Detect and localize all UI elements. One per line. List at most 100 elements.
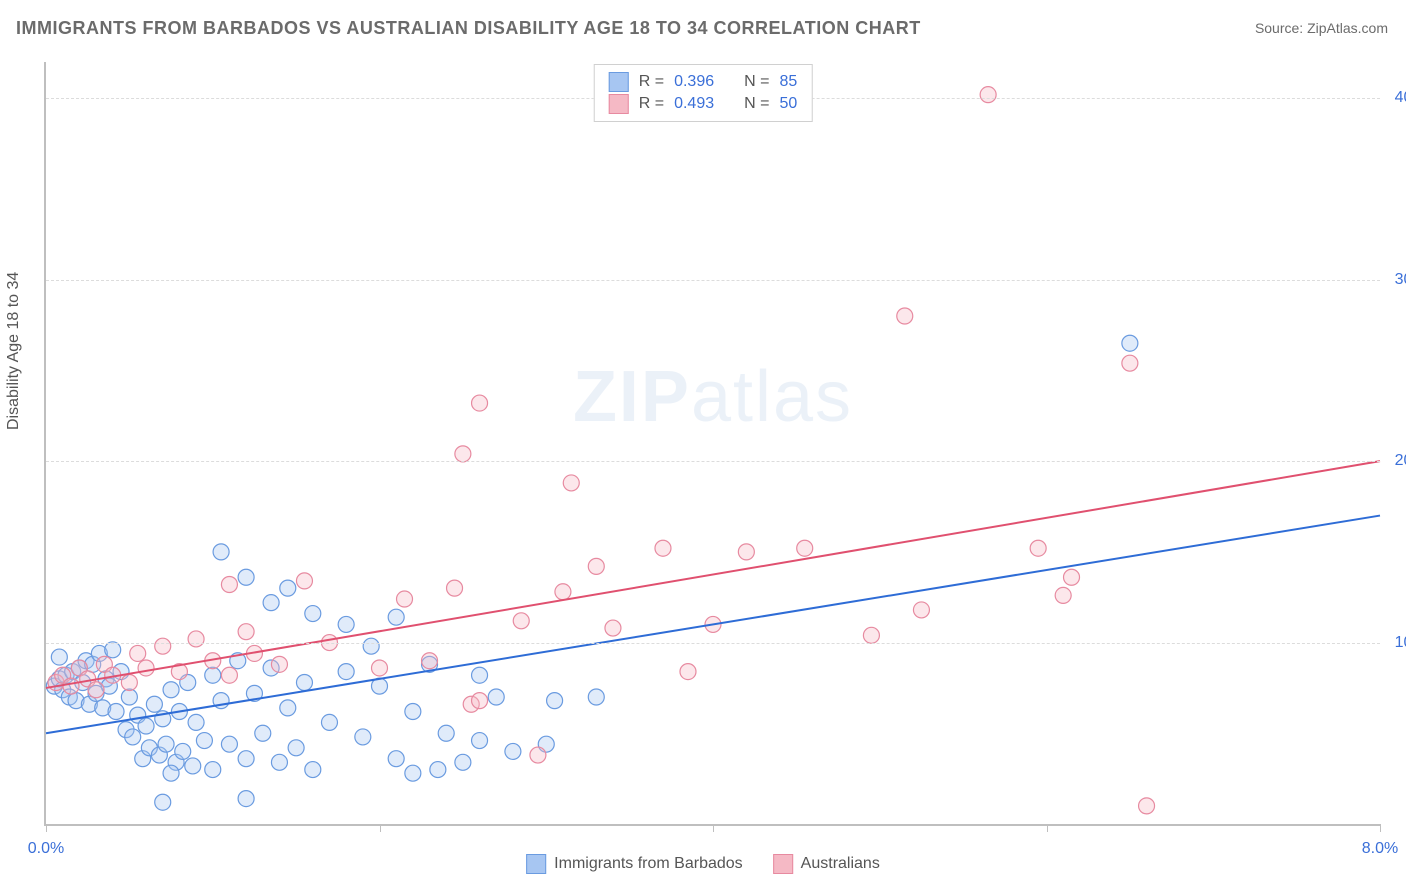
data-point (1055, 587, 1071, 603)
data-point (221, 577, 237, 593)
x-tick (713, 824, 714, 832)
data-point (547, 693, 563, 709)
x-tick-label: 8.0% (1362, 840, 1398, 858)
x-tick (1380, 824, 1381, 832)
data-point (271, 754, 287, 770)
data-point (221, 736, 237, 752)
data-point (913, 602, 929, 618)
data-point (305, 606, 321, 622)
data-point (680, 664, 696, 680)
chart-svg (46, 62, 1380, 824)
data-point (138, 718, 154, 734)
data-point (488, 689, 504, 705)
data-point (158, 736, 174, 752)
series-legend: Immigrants from Barbados Australians (526, 854, 880, 874)
data-point (472, 667, 488, 683)
legend-label-barbados: Immigrants from Barbados (554, 855, 743, 873)
swatch-australians (609, 94, 629, 114)
data-point (185, 758, 201, 774)
legend-row-barbados: R = 0.396 N = 85 (609, 71, 798, 93)
data-point (513, 613, 529, 629)
data-point (563, 475, 579, 491)
data-point (605, 620, 621, 636)
r-value-barbados: 0.396 (674, 71, 714, 93)
data-point (288, 740, 304, 756)
y-tick-label: 30.0% (1395, 271, 1406, 289)
data-point (472, 395, 488, 411)
data-point (1122, 355, 1138, 371)
gridline (46, 643, 1380, 644)
y-tick-label: 10.0% (1395, 634, 1406, 652)
data-point (430, 762, 446, 778)
data-point (88, 682, 104, 698)
data-point (155, 794, 171, 810)
data-point (238, 751, 254, 767)
data-point (655, 540, 671, 556)
data-point (221, 667, 237, 683)
source-attribution: Source: ZipAtlas.com (1255, 20, 1388, 36)
gridline (46, 461, 1380, 462)
data-point (1064, 569, 1080, 585)
data-point (121, 674, 137, 690)
data-point (305, 762, 321, 778)
data-point (405, 765, 421, 781)
n-label: N = (744, 93, 769, 115)
data-point (255, 725, 271, 741)
data-point (296, 674, 312, 690)
data-point (155, 638, 171, 654)
y-axis-label: Disability Age 18 to 34 (5, 272, 23, 430)
data-point (338, 664, 354, 680)
data-point (105, 642, 121, 658)
data-point (472, 693, 488, 709)
data-point (1030, 540, 1046, 556)
x-tick-label: 0.0% (28, 840, 64, 858)
data-point (338, 616, 354, 632)
data-point (138, 660, 154, 676)
correlation-legend: R = 0.396 N = 85 R = 0.493 N = 50 (594, 64, 813, 122)
data-point (863, 627, 879, 643)
data-point (238, 791, 254, 807)
data-point (397, 591, 413, 607)
r-label: R = (639, 71, 664, 93)
data-point (530, 747, 546, 763)
legend-row-australians: R = 0.493 N = 50 (609, 93, 798, 115)
data-point (588, 689, 604, 705)
data-point (388, 751, 404, 767)
data-point (175, 743, 191, 759)
y-tick-label: 20.0% (1395, 452, 1406, 470)
data-point (146, 696, 162, 712)
chart-title: IMMIGRANTS FROM BARBADOS VS AUSTRALIAN D… (16, 18, 921, 39)
legend-item-barbados: Immigrants from Barbados (526, 854, 743, 874)
data-point (121, 689, 137, 705)
data-point (363, 638, 379, 654)
x-tick (380, 824, 381, 832)
plot-area: ZIPatlas 10.0%20.0%30.0%40.0%0.0%8.0% (44, 62, 1380, 826)
swatch-australians-icon (773, 854, 793, 874)
swatch-barbados-icon (526, 854, 546, 874)
data-point (321, 714, 337, 730)
data-point (505, 743, 521, 759)
n-label: N = (744, 71, 769, 93)
data-point (555, 584, 571, 600)
data-point (388, 609, 404, 625)
data-point (205, 667, 221, 683)
data-point (213, 544, 229, 560)
data-point (108, 704, 124, 720)
data-point (980, 87, 996, 103)
data-point (438, 725, 454, 741)
data-point (280, 580, 296, 596)
data-point (405, 704, 421, 720)
data-point (63, 678, 79, 694)
data-point (447, 580, 463, 596)
data-point (130, 645, 146, 661)
x-tick (1047, 824, 1048, 832)
data-point (797, 540, 813, 556)
y-tick-label: 40.0% (1395, 89, 1406, 107)
data-point (422, 653, 438, 669)
data-point (372, 660, 388, 676)
data-point (280, 700, 296, 716)
data-point (238, 569, 254, 585)
data-point (271, 656, 287, 672)
x-tick (46, 824, 47, 832)
data-point (355, 729, 371, 745)
